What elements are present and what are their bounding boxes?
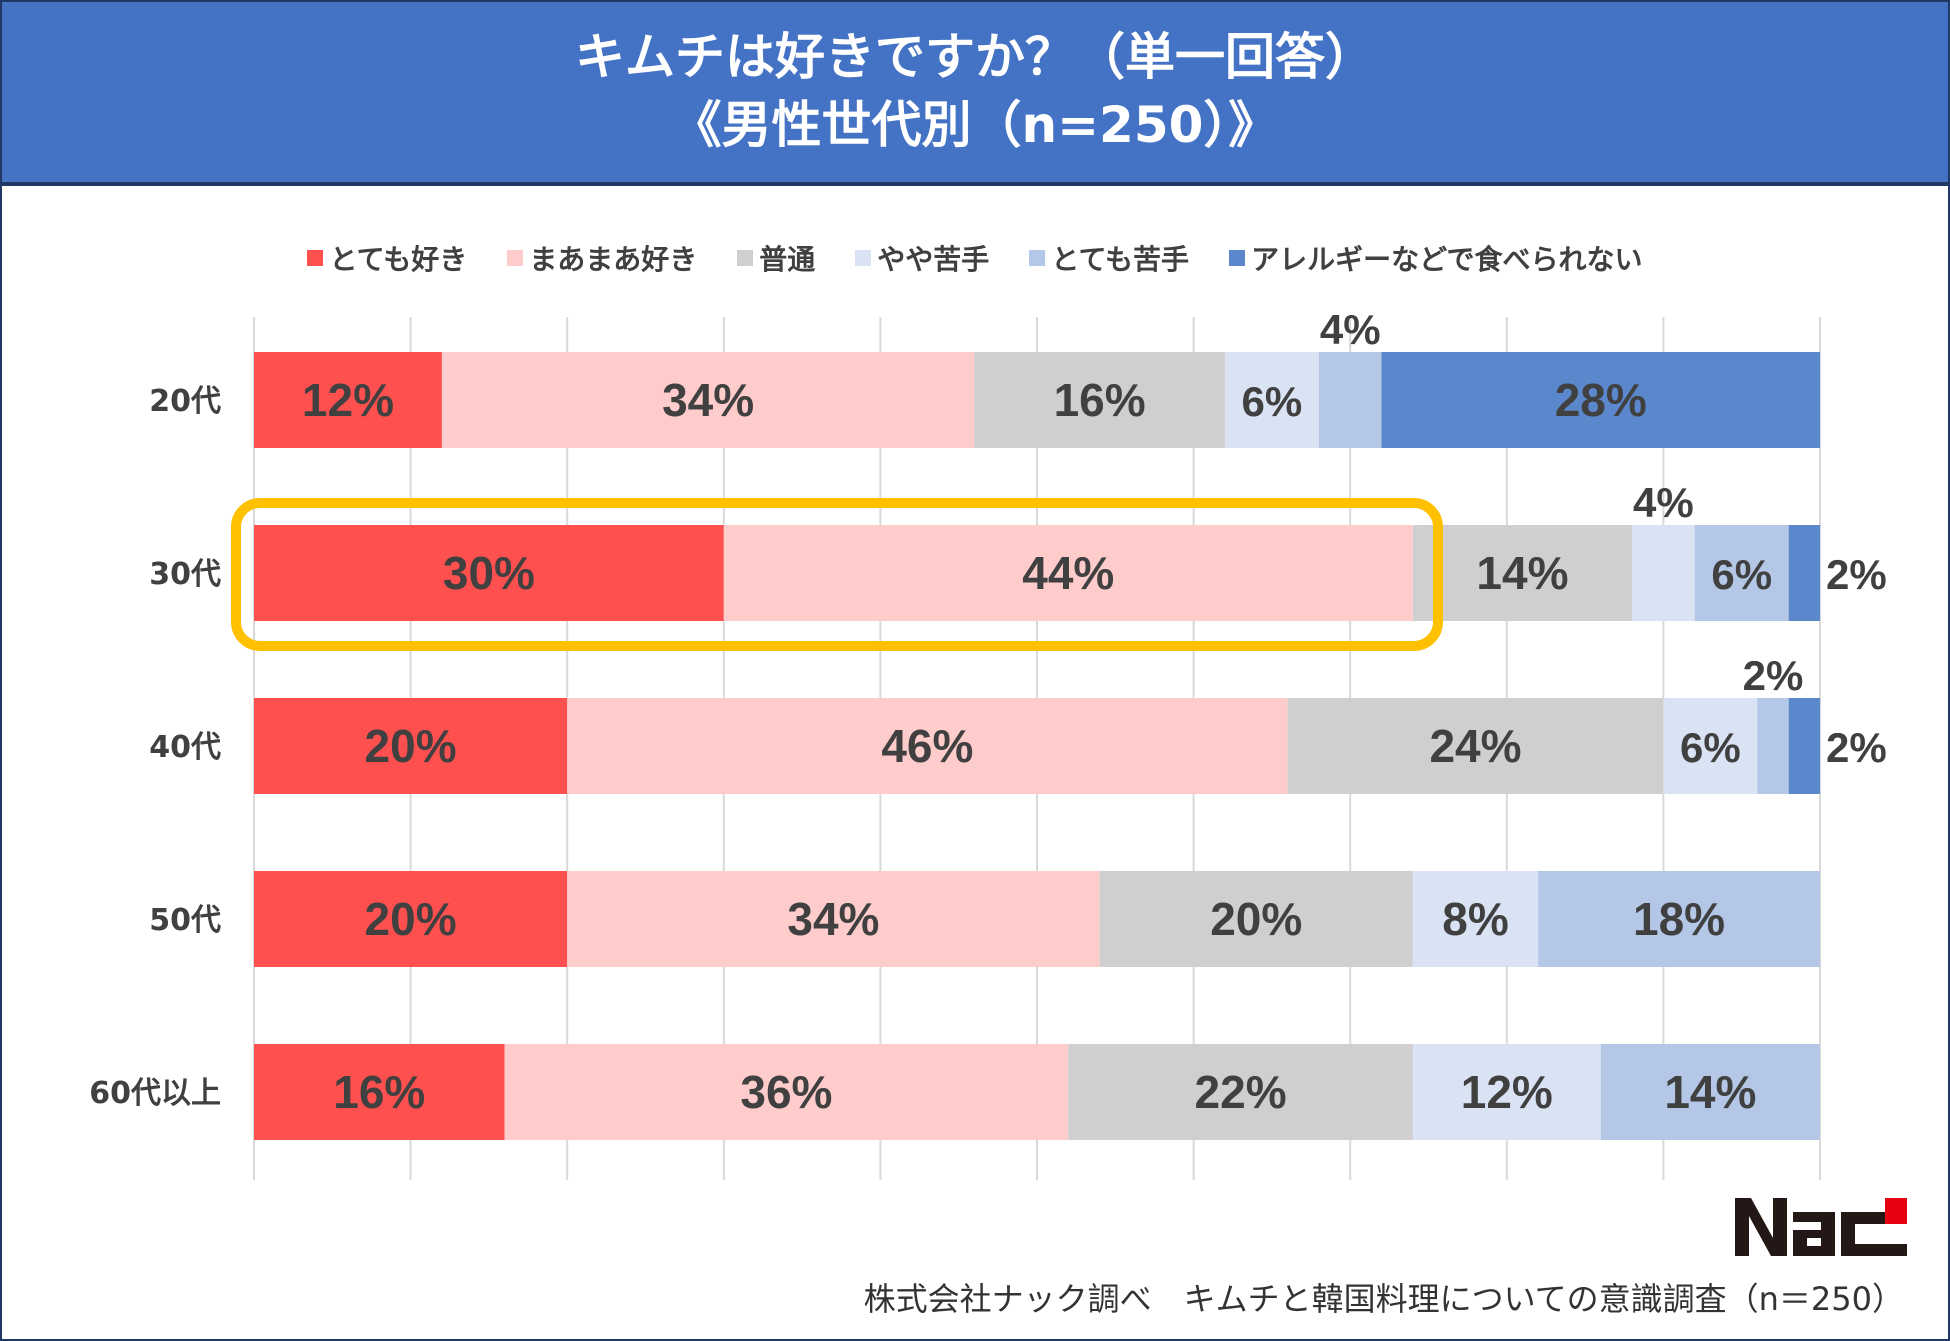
data-label: 20%	[365, 893, 457, 945]
data-label: 6%	[1242, 378, 1303, 425]
category-label: 60代以上	[89, 1076, 221, 1111]
data-label: 34%	[787, 893, 879, 945]
data-label: 4%	[1320, 306, 1381, 353]
data-label: 46%	[881, 720, 973, 772]
legend: とても好き まあまあ好き 普通 やや苦手 とても苦手 アレルギーなどで食べられない	[0, 238, 1950, 278]
source-note: 株式会社ナック調べ キムチと韓国料理についての意識調査（n＝250）	[863, 1280, 1904, 1318]
bar-segment	[567, 698, 1288, 794]
legend-item: 普通	[737, 238, 815, 278]
data-label: 18%	[1633, 893, 1725, 945]
data-label: 14%	[1664, 1066, 1756, 1118]
data-label: 20%	[365, 720, 457, 772]
bar-segment	[254, 871, 568, 967]
bar-segment	[1538, 871, 1820, 967]
bar-segment	[441, 352, 975, 448]
data-label: 12%	[1461, 1066, 1553, 1118]
data-label: 44%	[1022, 547, 1114, 599]
data-label: 28%	[1555, 374, 1647, 426]
bar-segment	[254, 525, 724, 621]
data-label: 16%	[1054, 374, 1146, 426]
legend-swatch	[737, 250, 754, 266]
legend-label: とても苦手	[1051, 243, 1190, 276]
bar-segment	[1412, 525, 1633, 621]
bar-segment	[1412, 1044, 1601, 1140]
data-label: 6%	[1680, 724, 1741, 771]
bar-segment	[254, 1044, 505, 1140]
bar-segment	[1788, 525, 1820, 621]
bar-segment	[1663, 698, 1758, 794]
chart-subtitle: 《男性世代別（n=250）》	[671, 96, 1279, 154]
data-label: 4%	[1633, 479, 1694, 526]
data-label: 12%	[302, 374, 394, 426]
highlight-box	[231, 498, 1443, 651]
data-label: 34%	[662, 374, 754, 426]
legend-swatch	[1229, 250, 1246, 266]
bar-segment	[1068, 1044, 1413, 1140]
bar-segment	[974, 352, 1225, 448]
category-label: 50代	[149, 903, 221, 938]
data-label: 2%	[1826, 724, 1887, 771]
bar-segment	[567, 871, 1100, 967]
data-label: 20%	[1210, 893, 1302, 945]
data-label: 2%	[1826, 551, 1887, 598]
bar-segment	[1381, 352, 1820, 448]
bar-segment	[1412, 871, 1539, 967]
legend-item: まあまあ好き	[507, 238, 697, 278]
data-label: 2%	[1743, 652, 1804, 699]
bar-segment	[254, 352, 442, 448]
data-label: 24%	[1429, 720, 1521, 772]
legend-swatch	[855, 250, 872, 266]
bar-segment	[1099, 871, 1413, 967]
data-label: 22%	[1195, 1066, 1287, 1118]
bar-segment	[1224, 352, 1319, 448]
legend-label: まあまあ好き	[529, 243, 698, 276]
bar-segment	[1600, 1044, 1820, 1140]
nac-logo	[1735, 1198, 1907, 1260]
chart-header: キムチは好きですか？（単一回答） 《男性世代別（n=250）》	[2, 2, 1948, 186]
category-label: 20代	[149, 384, 221, 419]
legend-label: とても好き	[329, 243, 468, 276]
data-label: 36%	[740, 1066, 832, 1118]
bar-segment	[1757, 698, 1789, 794]
data-label: 30%	[443, 547, 535, 599]
data-label: 16%	[333, 1066, 425, 1118]
chart-title: キムチは好きですか？（単一回答）	[575, 28, 1375, 86]
bar-segment	[1287, 698, 1664, 794]
bar-segment	[504, 1044, 1069, 1140]
data-label: 6%	[1711, 551, 1772, 598]
category-label: 40代	[149, 730, 221, 765]
data-label: 14%	[1476, 547, 1568, 599]
data-label: 8%	[1442, 893, 1508, 945]
legend-item: とても苦手	[1029, 238, 1189, 278]
bar-segment	[1694, 525, 1789, 621]
legend-item: やや苦手	[855, 238, 989, 278]
bar-segment	[723, 525, 1413, 621]
legend-swatch	[1029, 250, 1046, 266]
legend-label: アレルギーなどで食べられない	[1251, 243, 1643, 276]
legend-item: アレルギーなどで食べられない	[1229, 238, 1643, 278]
legend-label: やや苦手	[877, 243, 990, 276]
bar-segment	[1788, 698, 1820, 794]
legend-swatch	[307, 250, 324, 266]
bar-segment	[1318, 352, 1382, 448]
bar-segment	[254, 698, 568, 794]
legend-label: 普通	[759, 243, 816, 276]
legend-item: とても好き	[307, 238, 467, 278]
legend-swatch	[507, 250, 524, 266]
category-label: 30代	[149, 557, 221, 592]
bar-segment	[1632, 525, 1695, 621]
